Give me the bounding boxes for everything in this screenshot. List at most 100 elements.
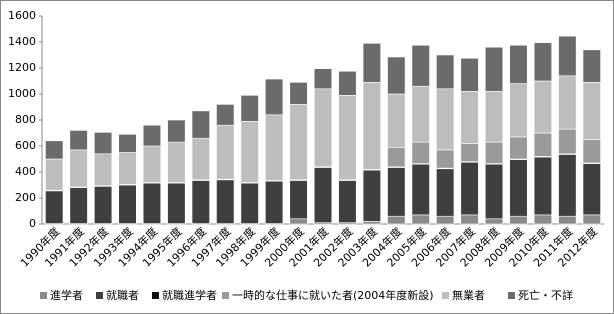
bar-segment [582, 82, 601, 140]
bar-segment [216, 124, 235, 180]
legend-swatch [508, 292, 515, 299]
bar-segment [289, 218, 308, 225]
bar-segment [558, 35, 577, 77]
bar-segment [533, 132, 553, 157]
bar-segment [142, 182, 162, 224]
bar-segment [118, 184, 137, 224]
bar-segment [167, 182, 186, 224]
bar-segment [436, 168, 455, 217]
legend-label: 就職者 [106, 288, 139, 302]
legend-label: 一時的な仕事に就いた者(2004年度新設) [232, 288, 434, 302]
y-tick-label: 400 [15, 165, 36, 178]
bar-segment [533, 80, 553, 134]
bar-segment [265, 180, 284, 224]
bar-segment [289, 180, 308, 220]
bar-segment [118, 152, 137, 185]
legend-label: 死亡・不詳 [518, 288, 573, 302]
bar-segment [142, 124, 162, 147]
bar-segment [142, 145, 162, 183]
bar-segment [362, 169, 381, 222]
bar-segment [338, 95, 357, 181]
legend-swatch [40, 292, 47, 299]
y-tick-label: 1400 [8, 35, 36, 48]
bar-segment [509, 44, 528, 84]
legend-label: 就職進学者 [162, 288, 217, 302]
bar-segment [387, 167, 406, 217]
bar-segment [167, 141, 186, 183]
bar-segment [338, 70, 357, 96]
bar-segment [191, 137, 210, 181]
bar-segment [289, 104, 308, 181]
bar-segment [45, 158, 64, 191]
legend-swatch [442, 292, 449, 299]
bar-segment [387, 215, 406, 225]
bar-segment [313, 88, 333, 168]
bar-segment [93, 186, 113, 224]
legend-label: 無業者 [452, 288, 485, 302]
bar-segment [533, 214, 553, 225]
bar-segment [362, 42, 381, 83]
bar-segment [460, 161, 479, 216]
bar-segment [313, 68, 333, 90]
bar-segment [484, 141, 504, 164]
bar-segment [436, 54, 455, 90]
bar-segment [411, 214, 430, 225]
bar-segment [216, 179, 235, 224]
bar-segment [533, 42, 553, 82]
bar-segment [558, 215, 577, 225]
bar-segment [484, 91, 504, 143]
bar-segment [313, 167, 333, 223]
y-tick-label: 200 [15, 191, 36, 204]
bar-segment [93, 153, 113, 186]
bar-segment [240, 95, 259, 122]
bar-segment [558, 154, 577, 217]
legend-label: 進学者 [50, 288, 83, 302]
bar-segment [411, 163, 430, 216]
bar-segment [460, 57, 479, 92]
bar-segment [582, 163, 601, 216]
bar-segment [191, 110, 210, 139]
bar-segment [484, 163, 504, 220]
bar-segment [265, 114, 284, 181]
bar-segment [460, 143, 479, 162]
bar-segment [387, 56, 406, 95]
bar-segment [93, 132, 113, 155]
y-tick-label: 600 [15, 139, 36, 152]
bar-segment [387, 93, 406, 148]
bar-segment [265, 78, 284, 116]
bar-segment [338, 180, 357, 223]
bar-segment [484, 46, 504, 92]
bar-segment [387, 147, 406, 168]
bar-segment [240, 121, 259, 183]
bar-segment [582, 49, 601, 83]
bar-segment [69, 130, 88, 151]
bar-segment [411, 85, 430, 143]
y-tick-label: 1600 [8, 9, 36, 22]
bar-segment [289, 82, 308, 105]
y-tick-label: 0 [29, 217, 36, 230]
bar-segment [362, 82, 381, 170]
bar-segment [45, 190, 64, 224]
legend-swatch [222, 292, 229, 299]
legend-swatch [152, 292, 159, 299]
bar-segment [436, 149, 455, 169]
bar-segment [558, 128, 577, 155]
bar-segment [509, 83, 528, 138]
bar-segment [460, 91, 479, 144]
bar-segment [436, 88, 455, 151]
y-tick-label: 800 [15, 113, 36, 126]
legend-swatch [96, 292, 103, 299]
bar-segment [240, 182, 259, 224]
bar-segment [460, 214, 479, 225]
bar-segment [118, 134, 137, 153]
y-tick-label: 1200 [8, 61, 36, 74]
bar-segment [191, 180, 210, 224]
y-tick-label: 1000 [8, 87, 36, 100]
bar-segment [45, 140, 64, 160]
bar-segment [69, 187, 88, 224]
bar-segment [69, 149, 88, 188]
bar-segment [582, 214, 601, 225]
bar-segment [509, 159, 528, 217]
bar-segment [558, 75, 577, 130]
